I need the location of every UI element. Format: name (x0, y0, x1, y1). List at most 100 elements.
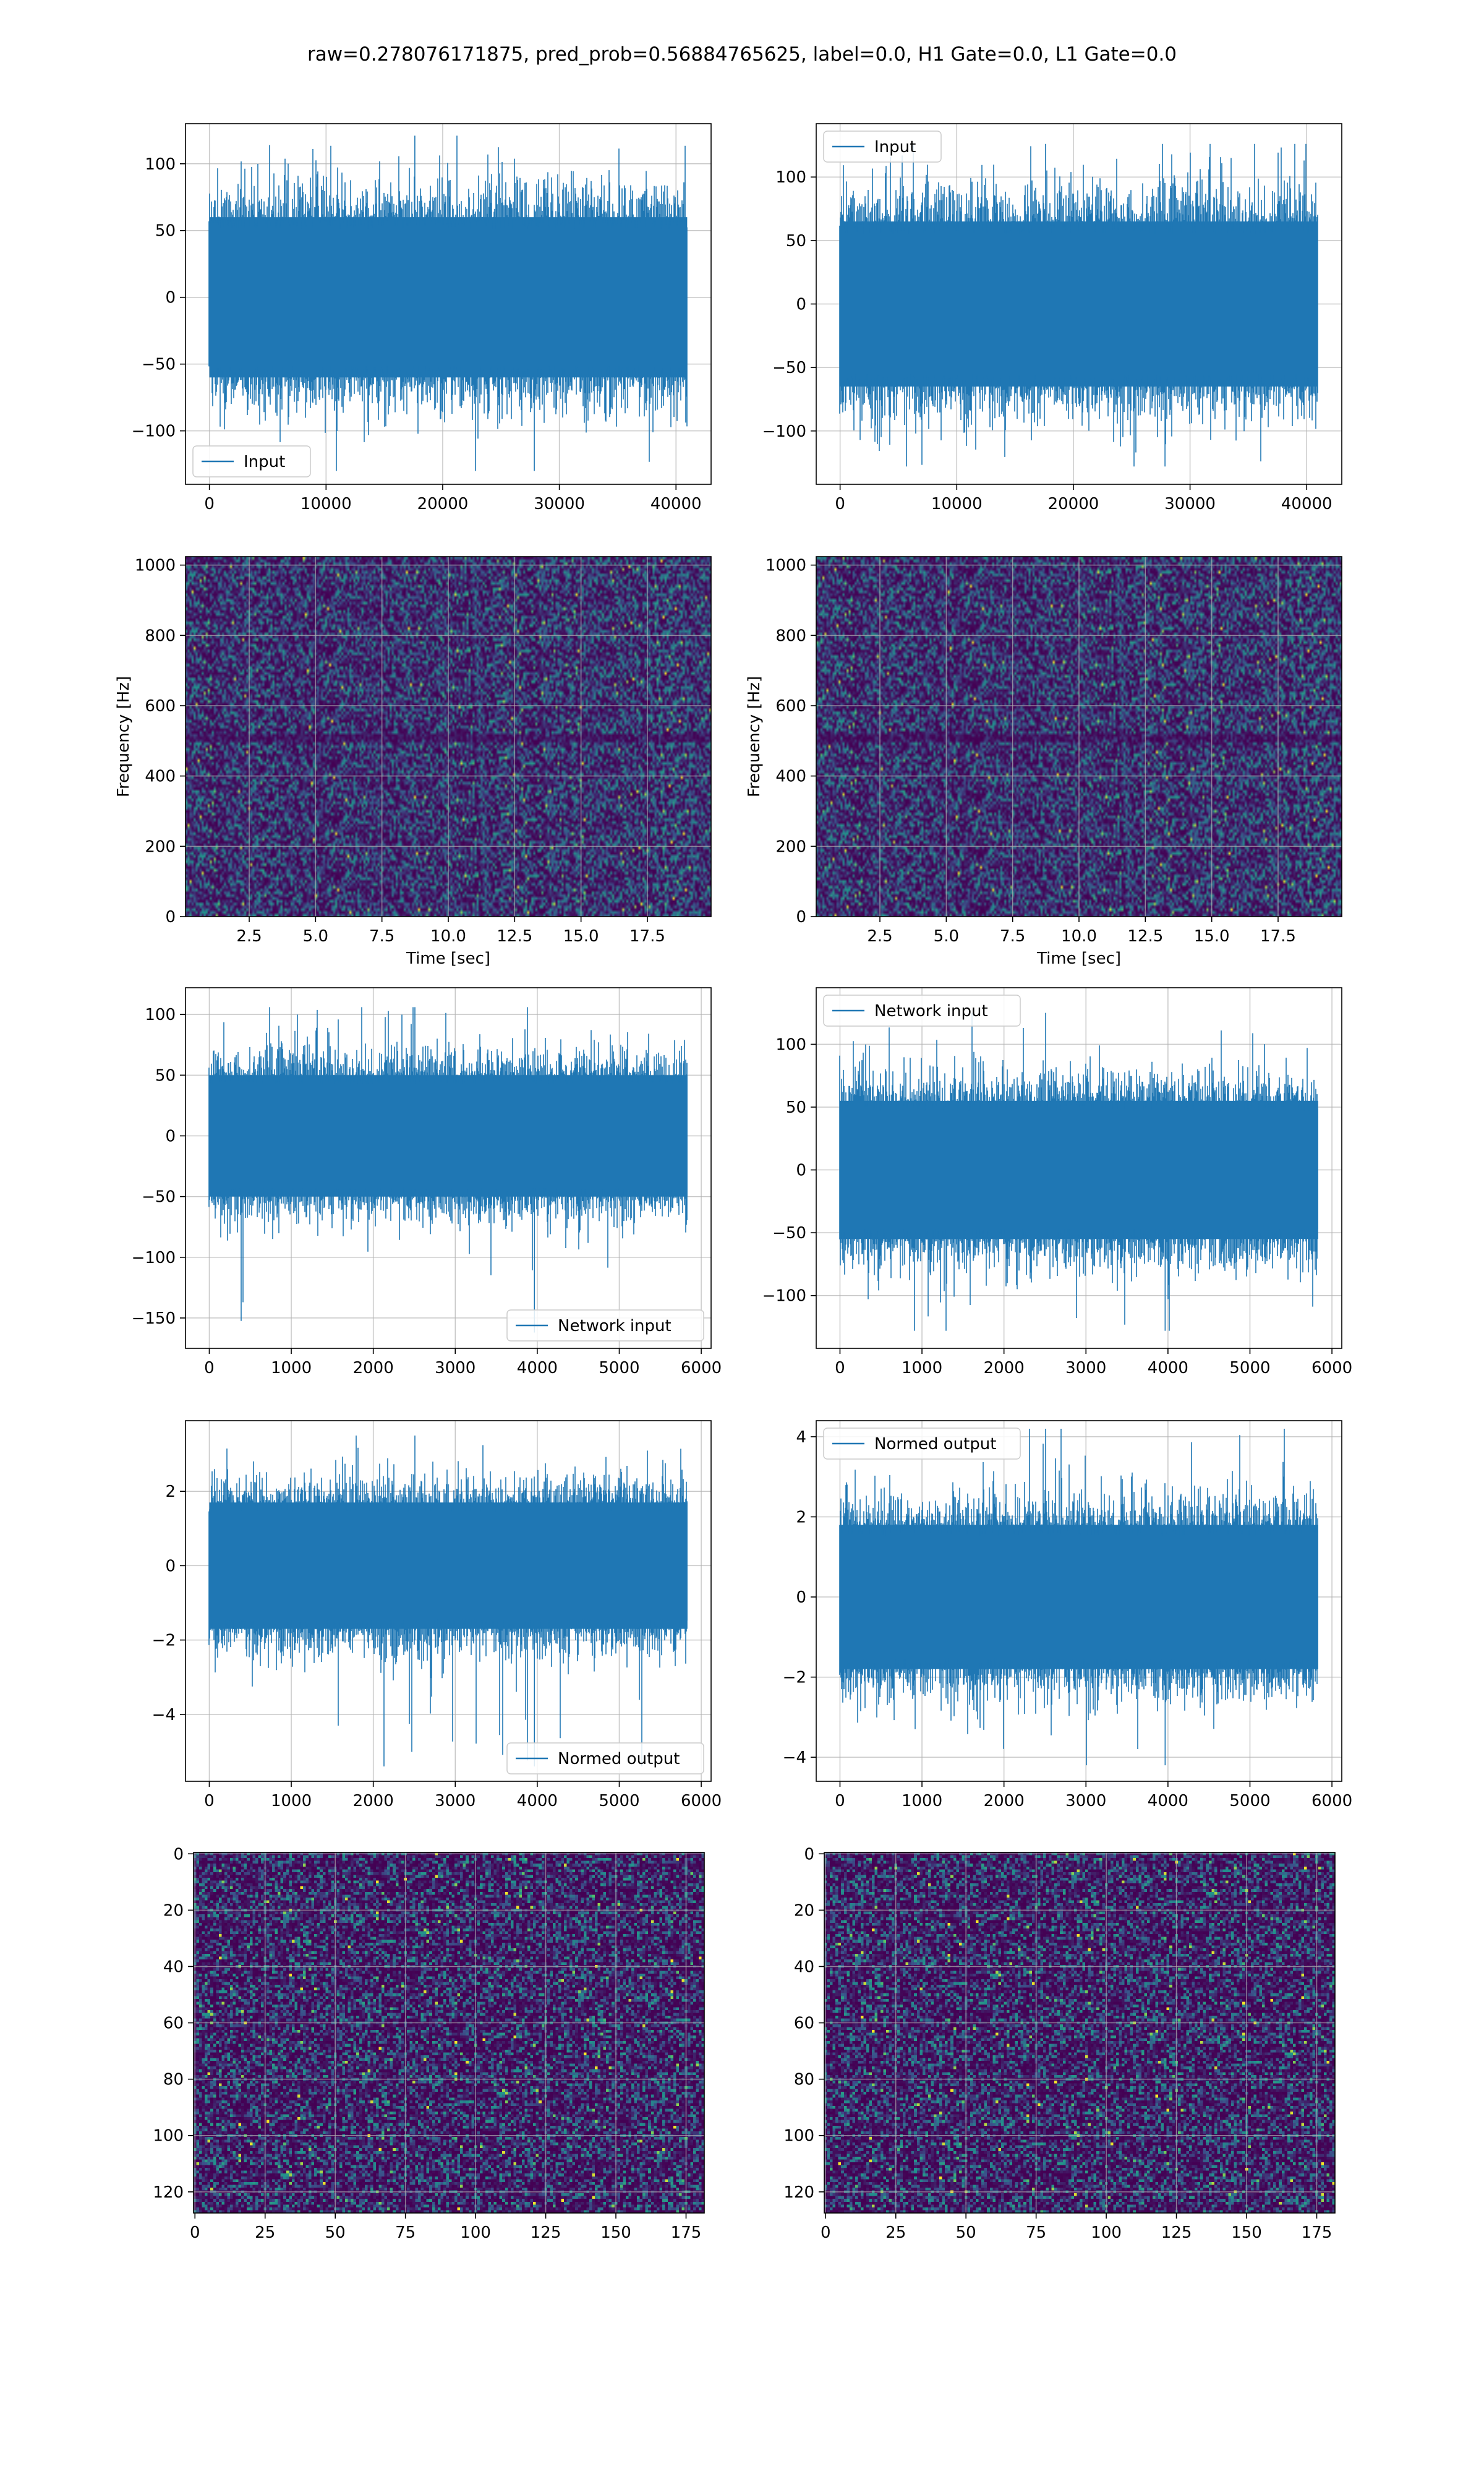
x-tick-label: 1000 (271, 1792, 312, 1810)
x-tick-label: 5.0 (303, 927, 328, 946)
y-tick-label: 100 (145, 155, 176, 174)
y-tick-label: −4 (783, 1748, 806, 1767)
x-tick-label: 30000 (534, 495, 585, 513)
axes-frame (185, 123, 712, 485)
signal-line (208, 135, 688, 471)
y-tick-label: 0 (165, 1127, 176, 1145)
y-tick-label: 2 (165, 1483, 176, 1501)
signal-line (839, 143, 1318, 467)
x-tick-label: 75 (1026, 2224, 1046, 2242)
x-tick-label: 1000 (902, 1792, 942, 1810)
y-tick-label: 800 (145, 627, 176, 645)
y-tick-label: 60 (163, 2014, 184, 2033)
axes-frame (816, 987, 1342, 1349)
y-tick-label: 100 (153, 2127, 184, 2146)
y-tick-label: 120 (783, 2183, 814, 2202)
y-tick-label: 50 (155, 222, 176, 241)
legend-label: Normed output (874, 1435, 996, 1453)
x-tick-label: 2.5 (236, 927, 262, 946)
legend-label: Normed output (558, 1750, 680, 1768)
x-tick-label: 0 (835, 1359, 845, 1377)
axes-frame (816, 556, 1342, 917)
x-tick-label: 5000 (599, 1359, 639, 1377)
x-tick-label: 3000 (435, 1792, 475, 1810)
axes-frame (185, 987, 712, 1349)
signal-line (208, 1436, 688, 1766)
x-tick-label: 20000 (417, 495, 469, 513)
x-tick-label: 40000 (650, 495, 702, 513)
y-tick-label: −50 (142, 356, 176, 374)
x-tick-label: 6000 (1311, 1359, 1352, 1377)
axes-frame (185, 1420, 712, 1782)
x-tick-label: 0 (835, 1792, 845, 1810)
y-tick-label: 4 (796, 1428, 806, 1447)
x-tick-label: 10.0 (430, 927, 466, 946)
x-tick-label: 175 (671, 2224, 702, 2242)
legend-box (192, 445, 311, 477)
x-tick-label: 17.5 (1260, 927, 1296, 946)
y-tick-label: 0 (804, 1845, 814, 1864)
y-tick-label: 40 (794, 1958, 814, 1976)
l1-normed-output-line-chart: 0 1000 2000 3000 4000 5000 6000 −4 −2 0 2 4 Normed o… (783, 1420, 1352, 1810)
axes-frame (816, 1420, 1342, 1782)
y-tick-label: 20 (794, 1901, 814, 1920)
x-tick-label: 4000 (517, 1792, 558, 1810)
legend-box (823, 1427, 1021, 1460)
x-tick-label: 2000 (984, 1792, 1025, 1810)
x-tick-label: 25 (255, 2224, 275, 2242)
y-tick-label: 50 (155, 1066, 176, 1085)
x-tick-label: 6000 (1311, 1792, 1352, 1810)
x-tick-label: 7.5 (1000, 927, 1025, 946)
x-tick-label: 0 (835, 495, 845, 513)
x-tick-label: 125 (1161, 2224, 1192, 2242)
x-tick-label: 0 (821, 2224, 831, 2242)
x-tick-label: 12.5 (1127, 927, 1163, 946)
legend-box (823, 995, 1021, 1027)
x-tick-label: 5000 (599, 1792, 639, 1810)
y-tick-label: −100 (132, 422, 176, 441)
h1-input-line-chart: 0 10000 20000 30000 40000 −100 −50 0 50 100 Input (132, 123, 712, 513)
y-tick-label: 2 (796, 1508, 806, 1526)
h1-spectrogram-heatmap: 2.5 5.0 7.5 10.0 12.5 15.0 17.5 0 200 400 600 800 10… (114, 556, 712, 968)
x-tick-label: 10.0 (1061, 927, 1097, 946)
x-tick-label: 100 (460, 2224, 491, 2242)
heatmap-cells (824, 1852, 1335, 2213)
y-tick-label: −2 (783, 1669, 806, 1687)
h1-network-input-line-chart: 0 1000 2000 3000 4000 5000 6000 −150 −100 −50 0 50 1… (132, 987, 722, 1377)
x-tick-label: 150 (1231, 2224, 1262, 2242)
y-tick-label: 1000 (135, 557, 176, 575)
l1-image-heatmap: 0 25 50 75 100 125 150 175 0 20 40 60 80 100 120 (783, 1845, 1336, 2242)
x-tick-label: 10000 (931, 495, 983, 513)
y-tick-label: 0 (796, 1162, 806, 1180)
x-tick-label: 50 (956, 2224, 976, 2242)
x-tick-label: 150 (600, 2224, 631, 2242)
l1-input-line-chart: 0 10000 20000 30000 40000 −100 −50 0 50 100 Input (762, 123, 1342, 513)
axes-frame (193, 1852, 705, 2214)
y-tick-label: −50 (772, 1224, 806, 1243)
y-axis-label: Frequency [Hz] (114, 676, 133, 797)
x-tick-label: 15.0 (1194, 927, 1230, 946)
y-tick-label: 600 (145, 697, 176, 716)
x-axis-label: Time [sec] (1036, 949, 1121, 968)
y-tick-label: 0 (165, 1557, 176, 1575)
y-tick-label: 600 (775, 697, 806, 716)
y-tick-label: 400 (775, 768, 806, 786)
x-tick-label: 125 (531, 2224, 561, 2242)
x-tick-label: 4000 (1148, 1359, 1188, 1377)
l1-network-input-line-chart: 0 1000 2000 3000 4000 5000 6000 −100 −50 0 50 100 Ne… (762, 987, 1352, 1377)
x-tick-label: 0 (204, 1792, 215, 1810)
y-tick-label: −100 (762, 1287, 806, 1306)
legend-label: Input (874, 138, 916, 156)
y-tick-label: −2 (152, 1632, 176, 1650)
x-tick-label: 3000 (435, 1359, 475, 1377)
y-tick-label: −100 (762, 422, 806, 441)
y-tick-label: 200 (775, 837, 806, 856)
y-tick-label: −50 (772, 359, 806, 377)
h1-normed-output-line-chart: 0 1000 2000 3000 4000 5000 6000 −4 −2 0 2 Normed ou… (152, 1420, 722, 1810)
x-tick-label: 3000 (1065, 1792, 1106, 1810)
figure-title: raw=0.278076171875, pred_prob=0.56884765… (307, 43, 1177, 66)
y-tick-label: 100 (783, 2127, 814, 2146)
x-tick-label: 3000 (1065, 1359, 1106, 1377)
x-tick-label: 1000 (271, 1359, 312, 1377)
x-tick-label: 17.5 (629, 927, 665, 946)
